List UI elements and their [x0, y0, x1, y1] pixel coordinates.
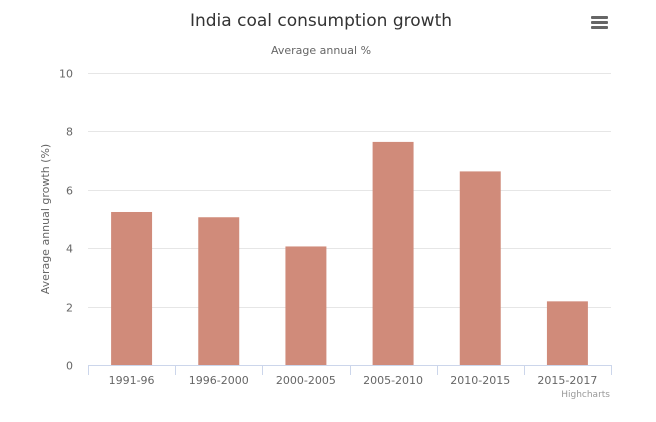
x-axis-ticks: 1991-96 1996-2000 2000-2005 2005-2010 2010-2… [109, 374, 598, 387]
x-tick-label: 2015-2017 [537, 374, 597, 387]
bars [111, 141, 588, 365]
x-axis [88, 365, 612, 375]
y-tick-label: 0 [66, 360, 73, 373]
grid-lines [88, 73, 611, 308]
x-tick-label: 1991-96 [109, 374, 155, 387]
y-tick-label: 6 [66, 185, 73, 198]
y-tick-label: 4 [66, 243, 73, 256]
x-tick-label: 2010-2015 [450, 374, 510, 387]
y-tick-label: 8 [66, 126, 73, 139]
context-menu-button[interactable] [586, 10, 614, 36]
y-tick-label: 2 [66, 302, 73, 315]
bar[interactable] [459, 171, 501, 365]
hamburger-menu-icon [591, 16, 608, 29]
y-tick-label: 10 [59, 68, 73, 81]
bar[interactable] [285, 246, 327, 365]
chart-subtitle: Average annual % [271, 44, 371, 57]
y-axis-title: Average annual growth (%) [39, 144, 52, 294]
bar[interactable] [546, 301, 588, 365]
bar[interactable] [372, 141, 414, 365]
highcharts-credits-link[interactable]: Highcharts [561, 390, 610, 400]
x-tick-label: 2000-2005 [276, 374, 336, 387]
bar[interactable] [198, 217, 240, 365]
bar[interactable] [111, 211, 153, 365]
chart-title: India coal consumption growth [190, 11, 452, 31]
x-tick-label: 1996-2000 [189, 374, 249, 387]
y-axis-ticks: 0 2 4 6 8 10 [59, 68, 73, 373]
x-tick-label: 2005-2010 [363, 374, 423, 387]
